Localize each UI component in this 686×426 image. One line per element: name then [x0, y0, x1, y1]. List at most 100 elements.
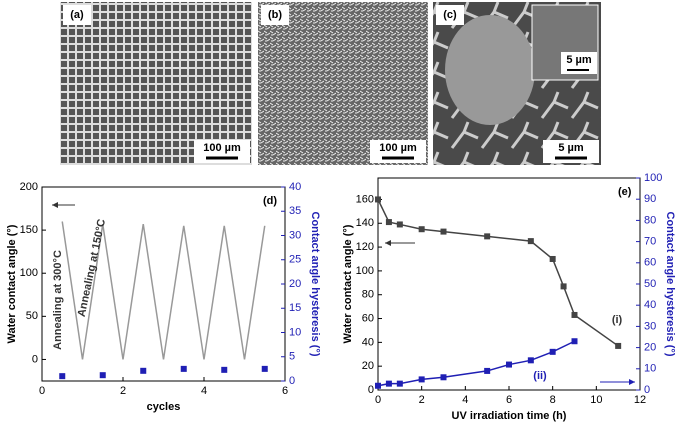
y2-tick-label: 80 — [644, 214, 656, 226]
panel-label: (e) — [618, 186, 632, 198]
y-tick-label: 80 — [362, 289, 374, 301]
annotation: Annealing at 150°C — [76, 218, 108, 318]
panel-label: (b) — [268, 9, 282, 21]
y2-tick-label: 40 — [644, 299, 656, 311]
scale-box — [561, 52, 597, 74]
y-tick-label: 140 — [356, 217, 374, 229]
panel-label: (c) — [443, 9, 457, 21]
y-axis-label: Water contact angle (°) — [6, 224, 18, 343]
y2-tick-label: 100 — [644, 172, 662, 184]
annotation: Annealing at 300°C — [52, 250, 64, 350]
x-tick-label: 4 — [462, 394, 468, 406]
marker — [261, 365, 268, 372]
marker — [385, 380, 392, 387]
y-tick-label: 120 — [356, 241, 374, 253]
marker — [396, 221, 403, 228]
scale-bar-label: 5 µm — [566, 54, 592, 66]
y2-tick-label: 30 — [644, 320, 656, 332]
marker — [440, 374, 447, 381]
x-tick-label: 8 — [550, 394, 556, 406]
x-tick-label: 2 — [120, 385, 126, 397]
arrow-head — [385, 240, 391, 246]
x-tick-label: 0 — [39, 385, 45, 397]
y2-tick-label: 50 — [644, 278, 656, 290]
y2-tick-label: 10 — [644, 363, 656, 375]
y-tick-label: 0 — [368, 384, 374, 396]
y2-tick-label: 90 — [644, 193, 656, 205]
scale-bar-label: 100 µm — [379, 142, 417, 154]
y2-tick-label: 40 — [289, 181, 301, 193]
marker — [99, 372, 106, 379]
y2-tick-label: 0 — [289, 375, 295, 387]
panel-label: (d) — [263, 195, 277, 207]
scale-bar-label: 100 µm — [203, 142, 241, 154]
x-axis-label: cycles — [147, 401, 181, 413]
marker — [527, 357, 534, 364]
x-tick-label: 6 — [282, 385, 288, 397]
label-box — [436, 5, 464, 25]
sem-image — [60, 2, 252, 165]
y2-tick-label: 5 — [289, 351, 295, 363]
y2-tick-label: 70 — [644, 236, 656, 248]
series-line — [377, 340, 575, 387]
y-tick-label: 100 — [20, 267, 38, 279]
y-tick-label: 20 — [362, 360, 374, 372]
x-tick-label: 2 — [419, 394, 425, 406]
x-tick-label: 10 — [590, 394, 602, 406]
marker — [418, 376, 425, 383]
y-tick-label: 100 — [356, 265, 374, 277]
marker — [571, 338, 578, 345]
marker — [180, 365, 187, 372]
marker — [396, 380, 403, 387]
marker — [440, 228, 447, 235]
sem-feature — [445, 15, 535, 125]
y2-axis-label: Contact angle hysteresis (°) — [309, 212, 321, 357]
y-axis-label: Water contact angle (°) — [342, 224, 354, 343]
arrow-head — [629, 379, 635, 385]
label-box — [261, 5, 289, 25]
y2-tick-label: 20 — [644, 342, 656, 354]
y2-tick-label: 15 — [289, 302, 301, 314]
panel-label: (a) — [70, 9, 84, 21]
y2-tick-label: 20 — [289, 278, 301, 290]
marker — [385, 219, 392, 226]
marker — [59, 373, 66, 380]
arrow-head — [52, 202, 58, 208]
marker — [484, 233, 491, 240]
label-box — [63, 5, 91, 25]
plot-frame — [377, 177, 641, 391]
annotation: (i) — [612, 314, 623, 326]
plot-frame — [41, 186, 286, 382]
marker — [549, 255, 556, 262]
marker — [549, 348, 556, 355]
y-tick-label: 50 — [26, 310, 38, 322]
x-axis-label: UV irradiation time (h) — [452, 410, 567, 422]
marker — [140, 367, 147, 374]
y-tick-label: 40 — [362, 336, 374, 348]
series-line — [377, 199, 619, 347]
scale-bar-label: 5 µm — [558, 142, 584, 154]
x-tick-label: 4 — [201, 385, 207, 397]
x-tick-label: 6 — [506, 394, 512, 406]
y2-tick-label: 30 — [289, 229, 301, 241]
y-tick-label: 60 — [362, 312, 374, 324]
annotation: (ii) — [533, 370, 547, 382]
series-line — [61, 221, 266, 360]
y2-tick-label: 35 — [289, 205, 301, 217]
marker — [221, 366, 228, 373]
y2-tick-label: 0 — [644, 384, 650, 396]
marker — [527, 238, 534, 245]
y2-axis-label: Contact angle hysteresis (°) — [664, 212, 676, 357]
marker — [375, 196, 381, 203]
sem-image — [258, 2, 428, 165]
y2-tick-label: 25 — [289, 254, 301, 266]
y2-tick-label: 60 — [644, 257, 656, 269]
marker — [506, 361, 512, 368]
marker — [375, 382, 381, 389]
x-tick-label: 12 — [634, 394, 646, 406]
marker — [571, 311, 578, 318]
y-tick-label: 160 — [356, 193, 374, 205]
x-tick-label: 0 — [375, 394, 381, 406]
marker — [484, 367, 491, 374]
